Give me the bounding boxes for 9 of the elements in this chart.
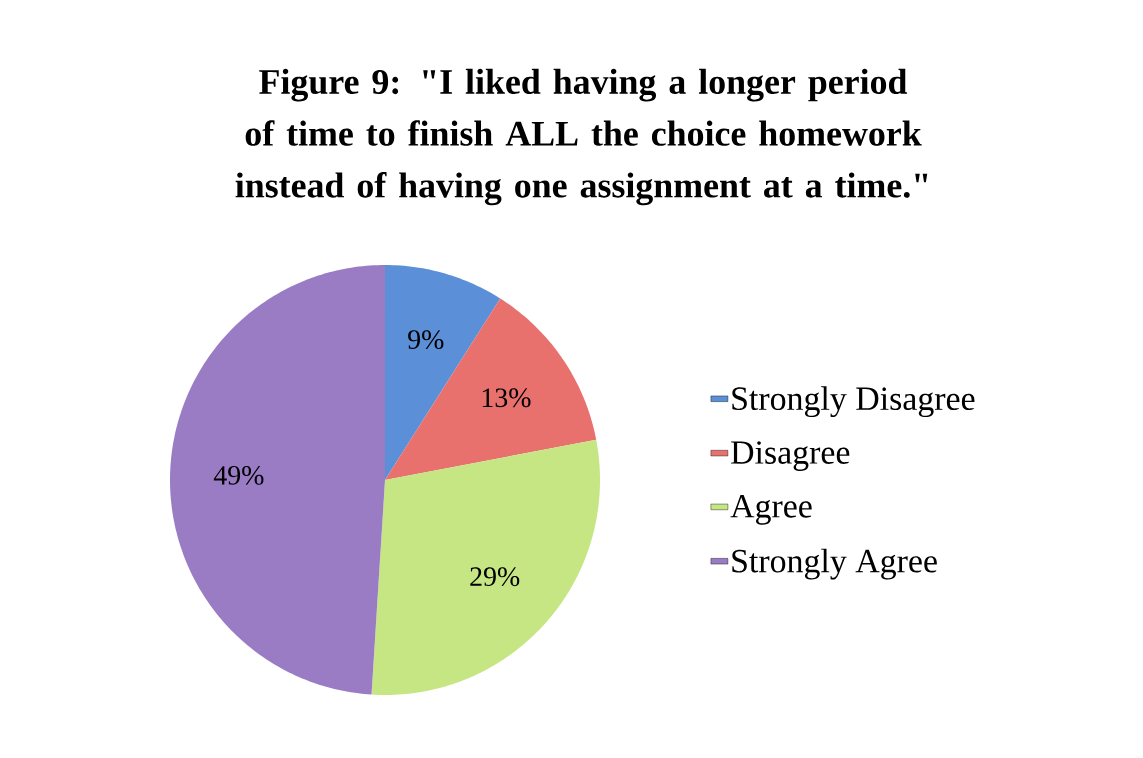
legend-label: Strongly Disagree bbox=[732, 386, 975, 418]
data-label: 49% bbox=[213, 465, 264, 485]
data-label: 13% bbox=[482, 388, 531, 408]
legend-label: Agree bbox=[730, 494, 812, 525]
data-label: 9% bbox=[408, 330, 444, 350]
legend-label: Disagree bbox=[731, 441, 850, 471]
chart-title: Figure 9: "I liked having a longer period of time to finish ALL the choice homework instead of having one assignment at a time." bbox=[235, 68, 928, 206]
data-label: 29% bbox=[470, 567, 520, 587]
legend-label: Strongly Agree bbox=[732, 548, 937, 580]
